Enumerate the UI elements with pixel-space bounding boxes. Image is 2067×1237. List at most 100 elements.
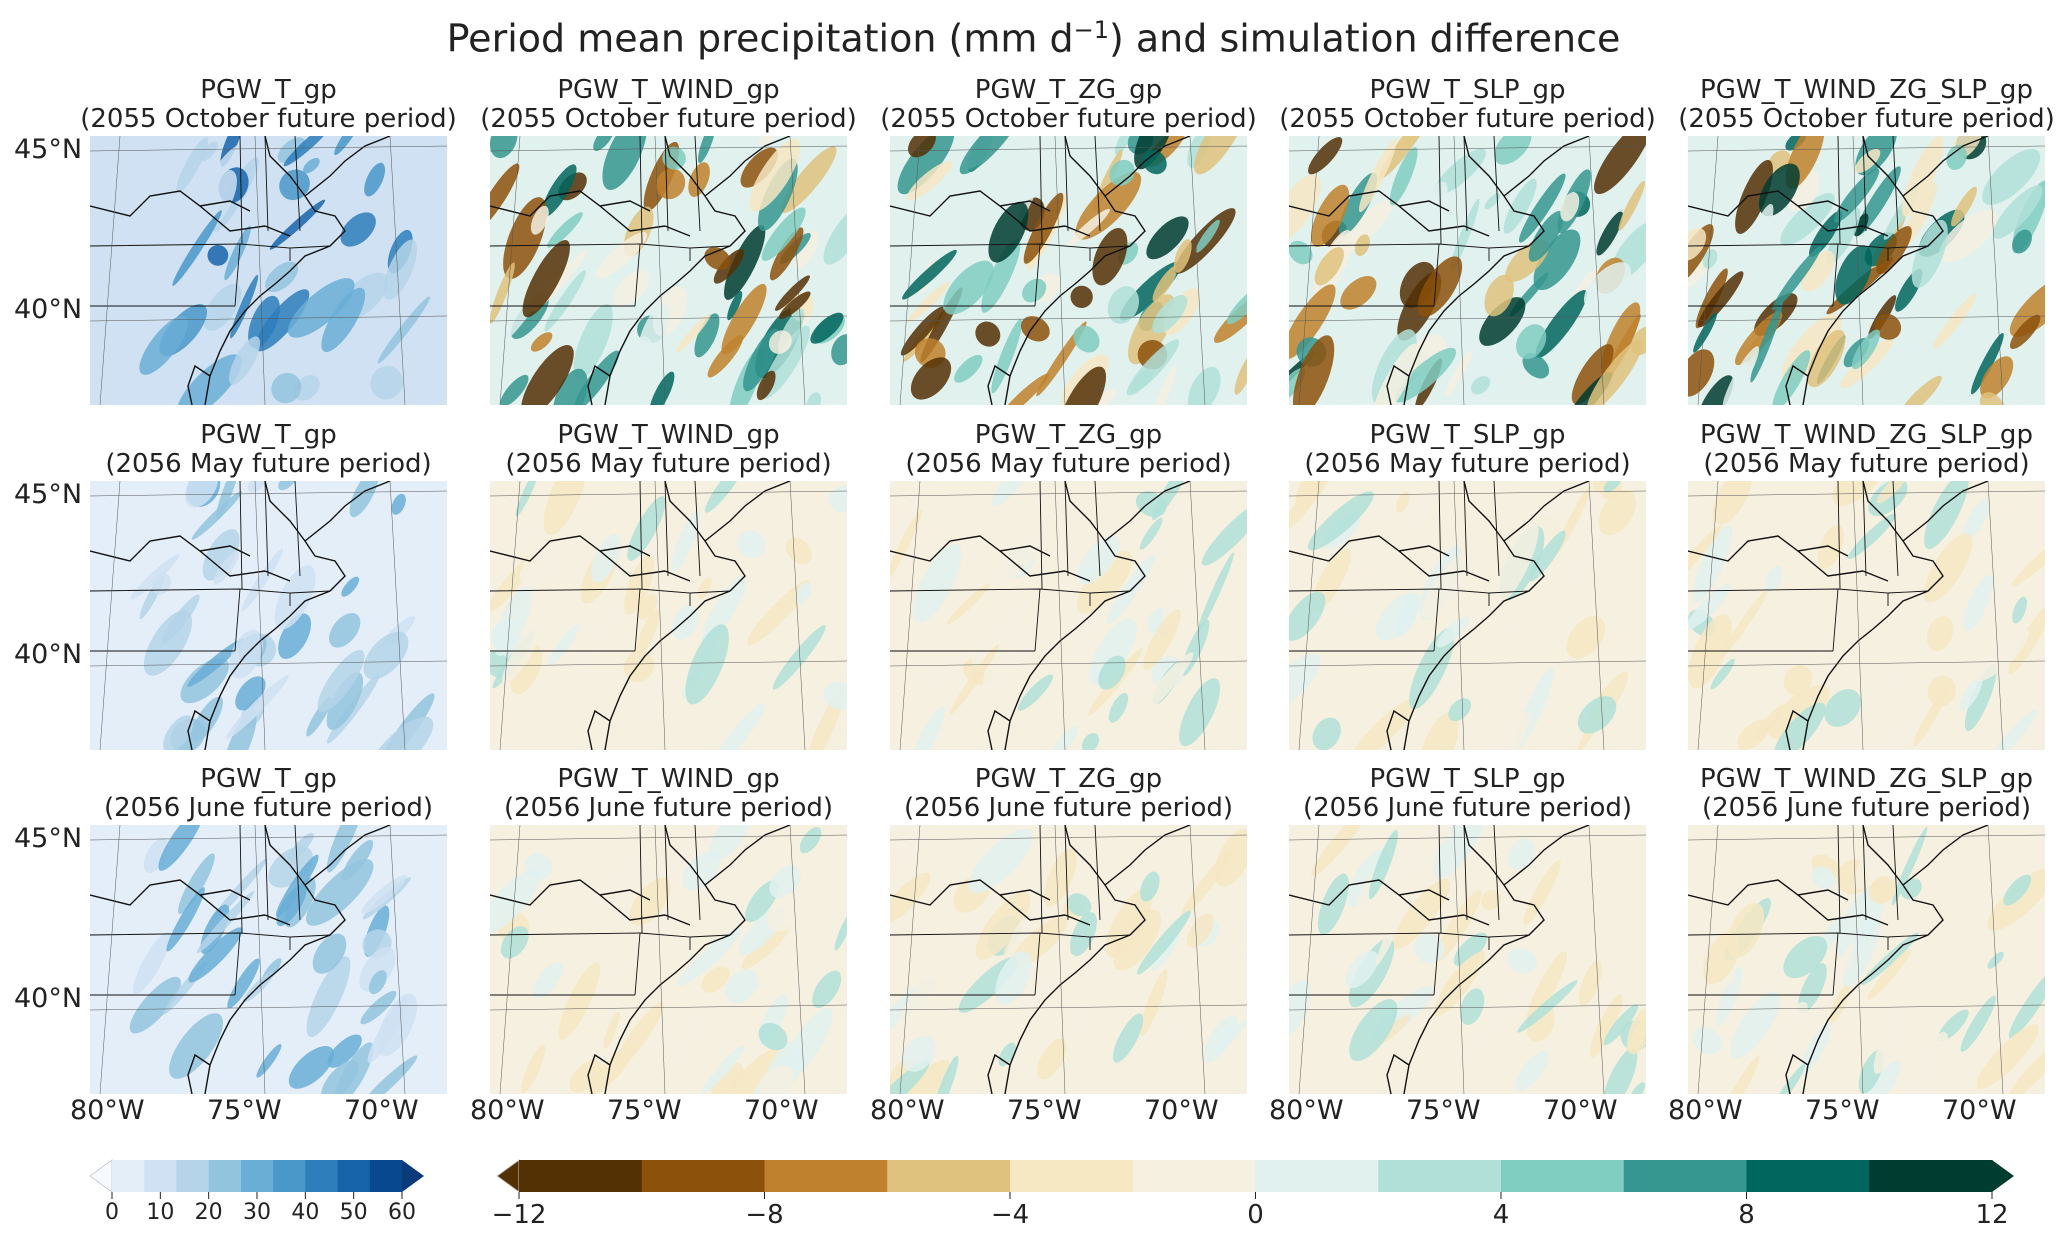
field-contour [723,225,766,300]
colorbar-tick-label: 40 [291,1200,320,1225]
field-contour [991,319,1023,394]
field-contour [1577,696,1617,734]
field-contour [725,969,759,1004]
state-borders [890,136,1131,307]
field-contour [596,232,648,279]
panel-title: PGW_T_SLP_gp (2056 June future period) [1259,765,1676,823]
field-contour [637,594,658,620]
field-contour [1201,502,1247,566]
field-contour [636,609,660,656]
gridline [1852,825,1864,1094]
colorbar-bin [273,1160,306,1192]
gridline [1289,660,1646,667]
field-contour [1750,301,1783,383]
field-contour [368,970,387,995]
field-contour [1688,227,1707,261]
title-superscript: −1 [1073,16,1109,44]
lat-tick-label: 45°N [14,823,83,854]
field-contour [1765,565,1782,592]
field-contour [988,201,1029,263]
field-contour [697,577,712,599]
field-contour [1070,285,1093,308]
colorbar-bin [305,1160,339,1192]
field-contour [1339,595,1369,624]
gridline [90,315,447,322]
field-contour [515,481,540,517]
gridline [1987,136,2004,405]
field-contour [1516,324,1547,360]
gridline [490,660,847,667]
panel-title: PGW_T_WIND_ZG_SLP_gp (2056 June future pe… [1658,765,2067,823]
field-contour [1140,969,1168,1036]
field-contour [530,332,553,352]
field-contour [983,653,1018,694]
gridline [1054,136,1066,405]
field-contour [1565,524,1601,596]
colorbar-extend-low [496,1159,520,1193]
field-contour [955,892,998,954]
field-contour [278,481,297,491]
field-contour [1980,356,2014,399]
field-contour [1727,976,1779,1029]
field-contour [995,951,1032,1005]
colorbar-tick-label: 30 [243,1200,271,1225]
state-borders [490,136,731,307]
field-contour [1880,713,1923,750]
colorbar-bin [1132,1160,1256,1192]
coastline [490,481,791,750]
map-panel [1289,825,1646,1094]
field-contour [1842,916,1880,987]
panel-period: (2055 October future period) [480,104,857,134]
field-contour [741,923,790,970]
field-contour [2008,1044,2045,1094]
map-panel [90,481,447,750]
field-contour [1507,948,1537,974]
field-contour [1783,936,1828,979]
panel-period: (2056 June future period) [503,793,834,823]
field-contour [1853,213,1869,237]
field-contour [1143,609,1181,670]
field-contour [794,230,819,269]
field-contour [1069,912,1097,957]
field-contour [1394,347,1457,403]
field-contour [1712,481,1753,525]
panel-title: PGW_T_WIND_gp (2056 June future period) [460,765,877,823]
field-contour [727,291,743,321]
field-contour [1772,246,1822,311]
field-contour [769,227,804,281]
state-borders [90,481,331,652]
gridline [1298,481,1320,750]
field-contour [831,334,847,366]
field-contour [1139,517,1163,550]
field-contour [490,136,518,159]
field-contour [312,933,347,974]
field-contour [1692,1027,1722,1055]
gridline [254,825,266,1094]
field-contour [1730,991,1780,1059]
field-contour [677,928,741,986]
field-contour [1798,963,1827,1014]
field-contour [946,583,991,625]
colorbar-bin [887,1160,1011,1192]
field-contour [1109,159,1135,186]
field-contour [1138,652,1194,717]
field-contour [1718,589,1769,661]
field-contour [1579,960,1602,1007]
field-contour [698,136,716,164]
field-contour [1460,988,1485,1025]
field-contour [1173,239,1192,273]
field-contour [1402,491,1433,536]
field-contour [1717,1056,1760,1094]
panel-period: (2055 October future period) [880,104,1257,134]
field-contour [1112,1013,1144,1063]
coastline [490,825,791,1094]
lon-tick-label: 75°W [1805,1095,1880,1126]
colorbar-bin [519,1160,643,1192]
field-contour [1146,216,1189,260]
panel-period: (2056 May future period) [105,449,432,479]
field-contour [1702,249,1718,269]
field-contour [1973,628,2030,682]
field-contour [1186,913,1215,948]
field-contour [1783,665,1813,696]
field-contour [1963,574,1994,632]
